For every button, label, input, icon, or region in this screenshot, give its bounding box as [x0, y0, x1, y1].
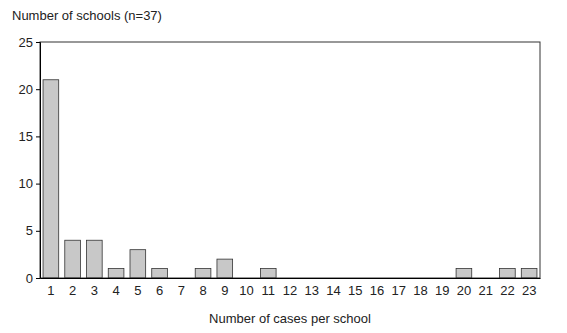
y-tick-mark: [36, 42, 40, 43]
y-tick-mark: [36, 136, 40, 137]
x-tick-label: 11: [262, 283, 276, 298]
x-tick: 14: [326, 278, 340, 298]
y-tick-label: 5: [26, 223, 33, 238]
plot: 0510152025123456789101112131415161718192…: [19, 35, 541, 299]
x-tick-label: 8: [199, 283, 206, 298]
x-tick-label: 17: [391, 283, 405, 298]
bar: [108, 269, 124, 278]
y-tick: 25: [19, 35, 40, 50]
x-tick: 3: [91, 278, 98, 298]
x-tick: 4: [112, 278, 119, 298]
x-tick-label: 6: [156, 283, 163, 298]
x-tick-label: 7: [178, 283, 185, 298]
y-tick-label: 0: [26, 271, 33, 286]
x-tick-label: 14: [326, 283, 340, 298]
bar: [456, 269, 472, 278]
x-tick-label: 16: [370, 283, 384, 298]
x-tick-label: 13: [305, 283, 319, 298]
x-tick-label: 12: [283, 283, 297, 298]
bars: [43, 80, 537, 278]
y-tick-label: 15: [19, 129, 33, 144]
plot-frame: [40, 42, 540, 278]
x-axis-title: Number of cases per school: [209, 311, 371, 326]
x-tick: 12: [283, 278, 297, 298]
bar: [152, 269, 168, 278]
x-tick: 22: [500, 278, 514, 298]
x-tick-label: 3: [91, 283, 98, 298]
y-axis: 0 5 10 15 20 25: [19, 35, 41, 286]
bar: [87, 240, 103, 278]
x-tick: 20: [457, 278, 471, 298]
bar: [521, 269, 537, 278]
x-tick: 23: [522, 278, 536, 298]
x-tick: 21: [478, 278, 492, 298]
y-tick: 10: [19, 176, 40, 191]
x-tick-label: 1: [47, 283, 54, 298]
y-axis-title: Number of schools (n=37): [12, 8, 162, 23]
x-tick: 1: [47, 278, 54, 298]
y-tick-mark: [36, 184, 40, 185]
y-tick: 20: [19, 82, 40, 97]
x-tick-label: 22: [500, 283, 514, 298]
x-tick: 10: [239, 278, 253, 298]
x-tick-label: 21: [478, 283, 492, 298]
y-axis-line: [36, 43, 41, 279]
x-tick-label: 9: [221, 283, 228, 298]
x-tick: 9: [221, 278, 228, 298]
x-tick: 19: [435, 278, 449, 298]
x-axis-line: [41, 278, 541, 279]
x-tick: 11: [262, 278, 276, 298]
x-tick-label: 5: [134, 283, 141, 298]
bar: [195, 269, 211, 278]
y-tick-label: 20: [19, 82, 33, 97]
x-tick-label: 20: [457, 283, 471, 298]
x-axis: 1234567891011121314151617181920212223: [41, 278, 541, 298]
y-tick: 15: [19, 129, 40, 144]
bar: [260, 269, 276, 278]
x-tick: 16: [370, 278, 384, 298]
x-tick: 5: [134, 278, 141, 298]
x-tick: 6: [156, 278, 163, 298]
bar: [65, 240, 81, 278]
x-tick: 18: [413, 278, 427, 298]
x-tick-label: 18: [413, 283, 427, 298]
y-tick-mark: [36, 89, 40, 90]
x-tick: 17: [391, 278, 405, 298]
x-tick-label: 23: [522, 283, 536, 298]
y-tick-label: 25: [19, 35, 33, 50]
x-tick-label: 4: [112, 283, 119, 298]
x-tick-label: 19: [435, 283, 449, 298]
y-tick-mark: [36, 278, 40, 279]
y-tick-mark: [36, 231, 40, 232]
x-tick: 15: [348, 278, 362, 298]
x-tick: 2: [69, 278, 76, 298]
y-tick: 5: [26, 223, 40, 238]
bar: [130, 250, 146, 278]
x-tick: 8: [199, 278, 206, 298]
x-tick-label: 10: [239, 283, 253, 298]
bar: [217, 259, 233, 278]
x-tick: 13: [305, 278, 319, 298]
chart: 0510152025123456789101112131415161718192…: [0, 0, 567, 333]
bar: [500, 269, 516, 278]
x-tick-label: 15: [348, 283, 362, 298]
x-tick: 7: [178, 278, 185, 298]
x-tick-label: 2: [69, 283, 76, 298]
bar: [43, 80, 59, 278]
y-tick-label: 10: [19, 176, 33, 191]
y-tick: 0: [26, 271, 40, 286]
